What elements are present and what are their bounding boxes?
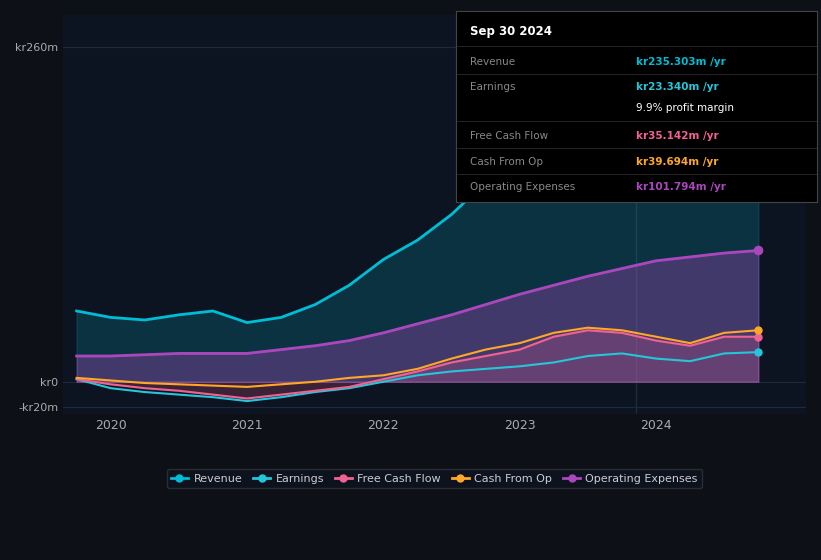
Text: Operating Expenses: Operating Expenses xyxy=(470,183,576,192)
Text: kr23.340m /yr: kr23.340m /yr xyxy=(636,82,719,92)
Text: 9.9% profit margin: 9.9% profit margin xyxy=(636,103,734,113)
Text: kr235.303m /yr: kr235.303m /yr xyxy=(636,57,726,67)
Text: Cash From Op: Cash From Op xyxy=(470,157,544,167)
Text: kr35.142m /yr: kr35.142m /yr xyxy=(636,131,719,141)
Legend: Revenue, Earnings, Free Cash Flow, Cash From Op, Operating Expenses: Revenue, Earnings, Free Cash Flow, Cash … xyxy=(167,469,702,488)
Point xyxy=(752,75,765,84)
Text: Revenue: Revenue xyxy=(470,57,516,67)
Text: kr101.794m /yr: kr101.794m /yr xyxy=(636,183,726,192)
Point xyxy=(752,332,765,341)
Point xyxy=(752,246,765,255)
Text: Free Cash Flow: Free Cash Flow xyxy=(470,131,548,141)
Text: Sep 30 2024: Sep 30 2024 xyxy=(470,25,552,38)
Text: kr39.694m /yr: kr39.694m /yr xyxy=(636,157,718,167)
Text: Earnings: Earnings xyxy=(470,82,516,92)
Point xyxy=(752,326,765,335)
Point xyxy=(752,348,765,357)
